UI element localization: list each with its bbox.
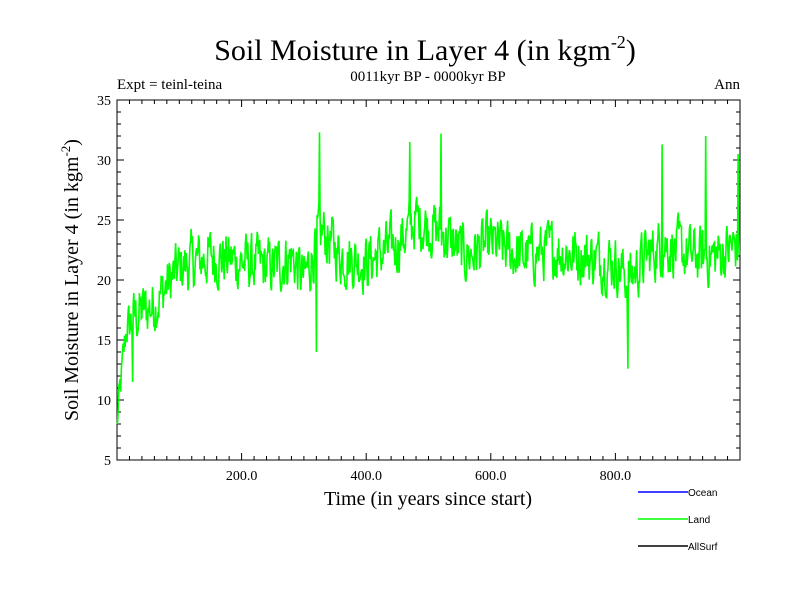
legend: Ocean Land AllSurf <box>638 488 718 553</box>
y-axis-label-sup: -2 <box>58 146 73 157</box>
legend-label-ocean: Ocean <box>688 488 717 499</box>
x-tick-label: 600.0 <box>475 469 507 484</box>
experiment-label: Expt = teinl-teina <box>117 77 222 93</box>
chart-subtitle: 0011kyr BP - 0000kyr BP <box>350 69 506 85</box>
chart-title-end: ) <box>626 34 636 67</box>
y-tick-label: 25 <box>97 214 111 229</box>
land-series-line <box>116 132 741 425</box>
y-tick-label: 30 <box>97 154 111 169</box>
y-tick-label: 20 <box>97 274 111 289</box>
legend-label-land: Land <box>688 515 710 526</box>
y-axis-label: Soil Moisture in Layer 4 (in kgm-2) <box>58 139 83 421</box>
y-tick-label: 10 <box>97 394 111 409</box>
axis-ticks: 5 10 15 20 25 30 35 200.0 400.0 600.0 800.0 <box>97 94 740 484</box>
x-axis-label: Time (in years since start) <box>324 488 532 510</box>
y-tick-label: 15 <box>97 334 111 349</box>
y-tick-label: 5 <box>104 454 111 469</box>
y-tick-label: 35 <box>97 94 111 109</box>
y-axis-label-end: ) <box>61 139 83 146</box>
chart-title-sup: -2 <box>611 32 626 52</box>
x-tick-label: 800.0 <box>600 469 632 484</box>
legend-label-allsurf: AllSurf <box>688 542 718 553</box>
series-layer <box>116 132 741 425</box>
chart-title: Soil Moisture in Layer 4 (in kgm-2) <box>214 32 636 67</box>
season-label: Ann <box>714 77 740 93</box>
x-tick-label: 200.0 <box>226 469 258 484</box>
plot-frame <box>116 99 741 461</box>
x-tick-label: 400.0 <box>350 469 382 484</box>
